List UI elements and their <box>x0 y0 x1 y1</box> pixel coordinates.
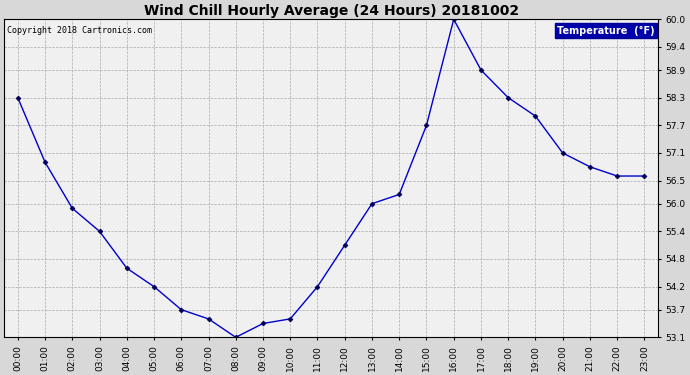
Title: Wind Chill Hourly Average (24 Hours) 20181002: Wind Chill Hourly Average (24 Hours) 201… <box>144 4 519 18</box>
Text: Copyright 2018 Cartronics.com: Copyright 2018 Cartronics.com <box>8 26 152 35</box>
Text: Temperature  (°F): Temperature (°F) <box>557 26 655 36</box>
